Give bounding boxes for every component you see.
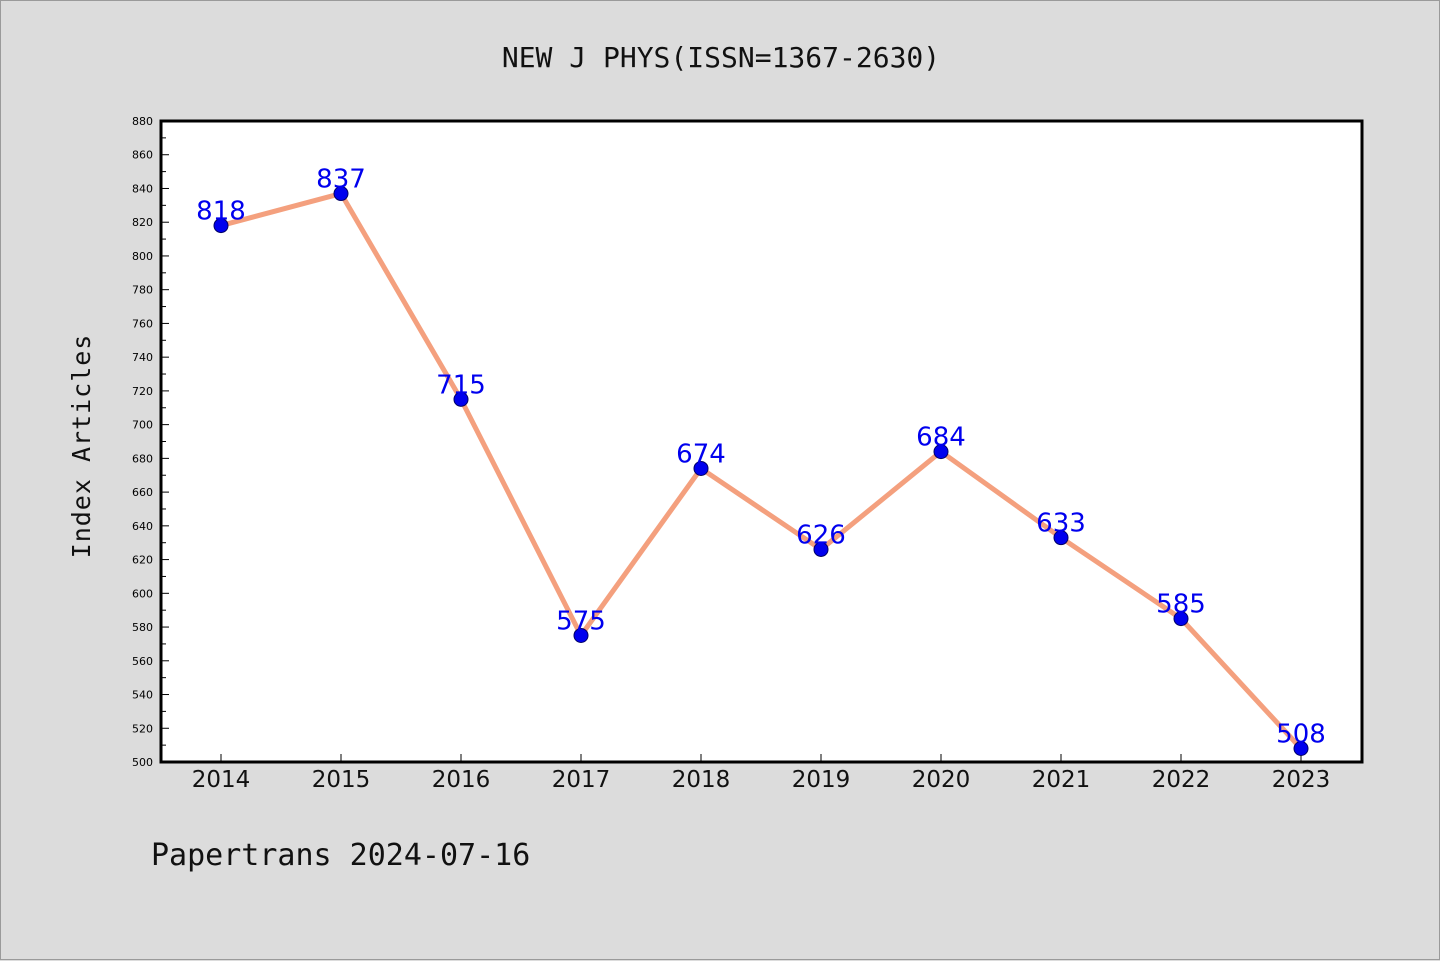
data-point bbox=[1173, 611, 1189, 627]
x-tick-label: 2020 bbox=[912, 767, 971, 793]
y-tick-label: 600 bbox=[132, 587, 153, 600]
data-label: 674 bbox=[676, 439, 726, 469]
y-tick-label: 560 bbox=[132, 655, 153, 668]
y-tick-label: 880 bbox=[132, 115, 153, 128]
x-tick-label: 2022 bbox=[1152, 767, 1211, 793]
x-tick-label: 2015 bbox=[312, 767, 371, 793]
x-axis: 2014 2015 2016 2017 2018 2019 2020 2021 2022 2023 bbox=[192, 754, 1331, 793]
data-point bbox=[213, 218, 229, 234]
y-tick-label: 820 bbox=[132, 216, 153, 229]
y-axis: 500 520 540 560 580 600 620 640 660 680 700 720 740 7… bbox=[132, 115, 169, 769]
data-label: 684 bbox=[916, 423, 966, 453]
y-axis-label: Index Articles bbox=[67, 334, 96, 559]
y-tick-label: 520 bbox=[132, 722, 153, 735]
data-point bbox=[693, 460, 709, 476]
y-tick-label: 620 bbox=[132, 554, 153, 567]
data-label: 626 bbox=[796, 520, 846, 550]
data-point bbox=[1053, 530, 1069, 546]
data-point bbox=[573, 627, 589, 643]
data-label: 818 bbox=[196, 197, 246, 227]
y-tick-label: 700 bbox=[132, 419, 153, 432]
watermark-text: Papertrans 2024-07-16 bbox=[151, 838, 530, 873]
y-tick-label: 860 bbox=[132, 149, 153, 162]
y-tick-label: 680 bbox=[132, 452, 153, 465]
x-tick-label: 2023 bbox=[1272, 767, 1331, 793]
x-tick-label: 2018 bbox=[672, 767, 731, 793]
y-tick-label: 500 bbox=[132, 756, 153, 769]
x-tick-label: 2017 bbox=[552, 767, 611, 793]
y-tick-label: 540 bbox=[132, 689, 153, 702]
y-tick-label: 760 bbox=[132, 317, 153, 330]
data-labels: 818 837 715 575 674 626 684 633 585 508 bbox=[196, 165, 1326, 750]
plot-area bbox=[159, 119, 1364, 764]
data-label: 575 bbox=[556, 606, 606, 636]
data-point bbox=[933, 444, 949, 460]
data-label: 837 bbox=[316, 165, 366, 195]
data-point bbox=[453, 391, 469, 407]
x-tick-label: 2019 bbox=[792, 767, 851, 793]
x-tick-label: 2016 bbox=[432, 767, 491, 793]
data-point bbox=[333, 186, 349, 202]
data-points bbox=[213, 186, 1309, 757]
x-tick-label: 2021 bbox=[1032, 767, 1091, 793]
y-tick-label: 780 bbox=[132, 284, 153, 297]
x-tick-label: 2014 bbox=[192, 767, 251, 793]
y-tick-label: 580 bbox=[132, 621, 153, 634]
y-tick-label: 740 bbox=[132, 351, 153, 364]
data-point bbox=[1293, 741, 1309, 757]
y-tick-label: 800 bbox=[132, 250, 153, 263]
data-label: 585 bbox=[1156, 590, 1206, 620]
data-label: 633 bbox=[1036, 509, 1086, 539]
y-tick-label: 660 bbox=[132, 486, 153, 499]
series-line bbox=[218, 191, 1304, 752]
y-tick-label: 720 bbox=[132, 385, 153, 398]
data-label: 715 bbox=[436, 370, 486, 400]
data-label: 508 bbox=[1276, 720, 1326, 750]
chart-title: NEW J PHYS(ISSN=1367-2630) bbox=[502, 41, 940, 74]
series-line-group bbox=[218, 191, 1304, 752]
y-tick-label: 640 bbox=[132, 520, 153, 533]
data-point bbox=[813, 541, 829, 557]
y-tick-label: 840 bbox=[132, 182, 153, 195]
